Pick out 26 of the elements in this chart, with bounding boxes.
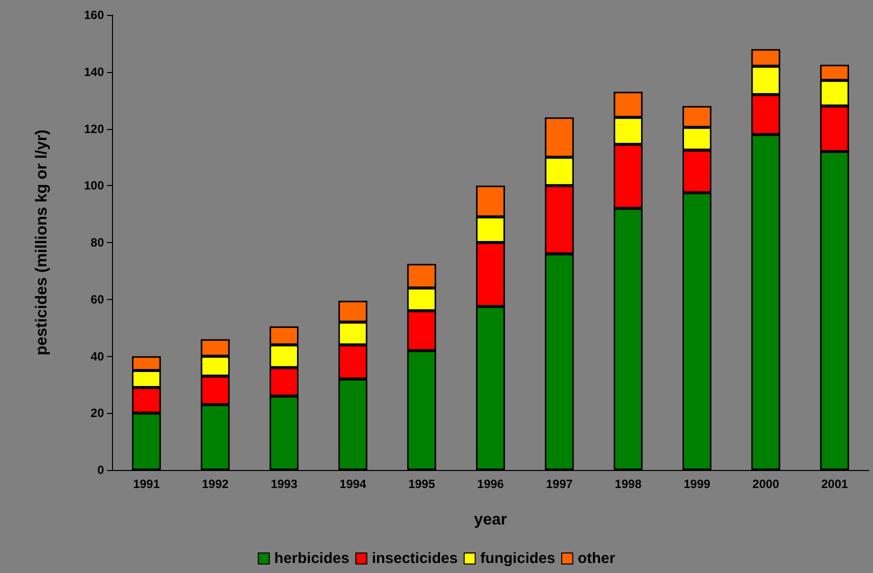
y-tick-label: 20 xyxy=(90,406,104,420)
legend-label: other xyxy=(578,550,616,567)
y-axis-title: pesticides (millions kg or l/yr) xyxy=(34,130,50,356)
y-tick-label: 100 xyxy=(84,178,104,193)
x-tick-label: 1997 xyxy=(546,477,573,491)
y-tick-label: 40 xyxy=(90,349,104,364)
x-tick-label: 2000 xyxy=(752,477,780,491)
y-tick-label: 80 xyxy=(90,236,104,250)
y-tick-label: 120 xyxy=(84,122,104,136)
x-tick-label: 1992 xyxy=(202,477,229,491)
x-tick-label: 1996 xyxy=(477,477,504,491)
x-tick-label: 1999 xyxy=(684,477,711,491)
legend-label: fungicides xyxy=(480,550,556,567)
y-tick-label: 140 xyxy=(84,64,104,79)
y-tick-label: 60 xyxy=(90,292,104,306)
x-tick-label: 1995 xyxy=(408,477,436,491)
x-axis-title: year xyxy=(474,512,507,528)
legend-label: herbicides xyxy=(274,550,350,567)
x-tick-label: 1991 xyxy=(133,477,160,491)
y-tick-label: 160 xyxy=(84,8,104,22)
x-tick-label: 1993 xyxy=(270,477,298,491)
y-tick-label: 0 xyxy=(97,463,104,477)
x-tick-label: 1998 xyxy=(614,477,642,491)
x-tick-label: 2001 xyxy=(821,477,848,491)
legend-label: insecticides xyxy=(372,550,458,567)
x-tick-label: 1994 xyxy=(340,477,367,491)
